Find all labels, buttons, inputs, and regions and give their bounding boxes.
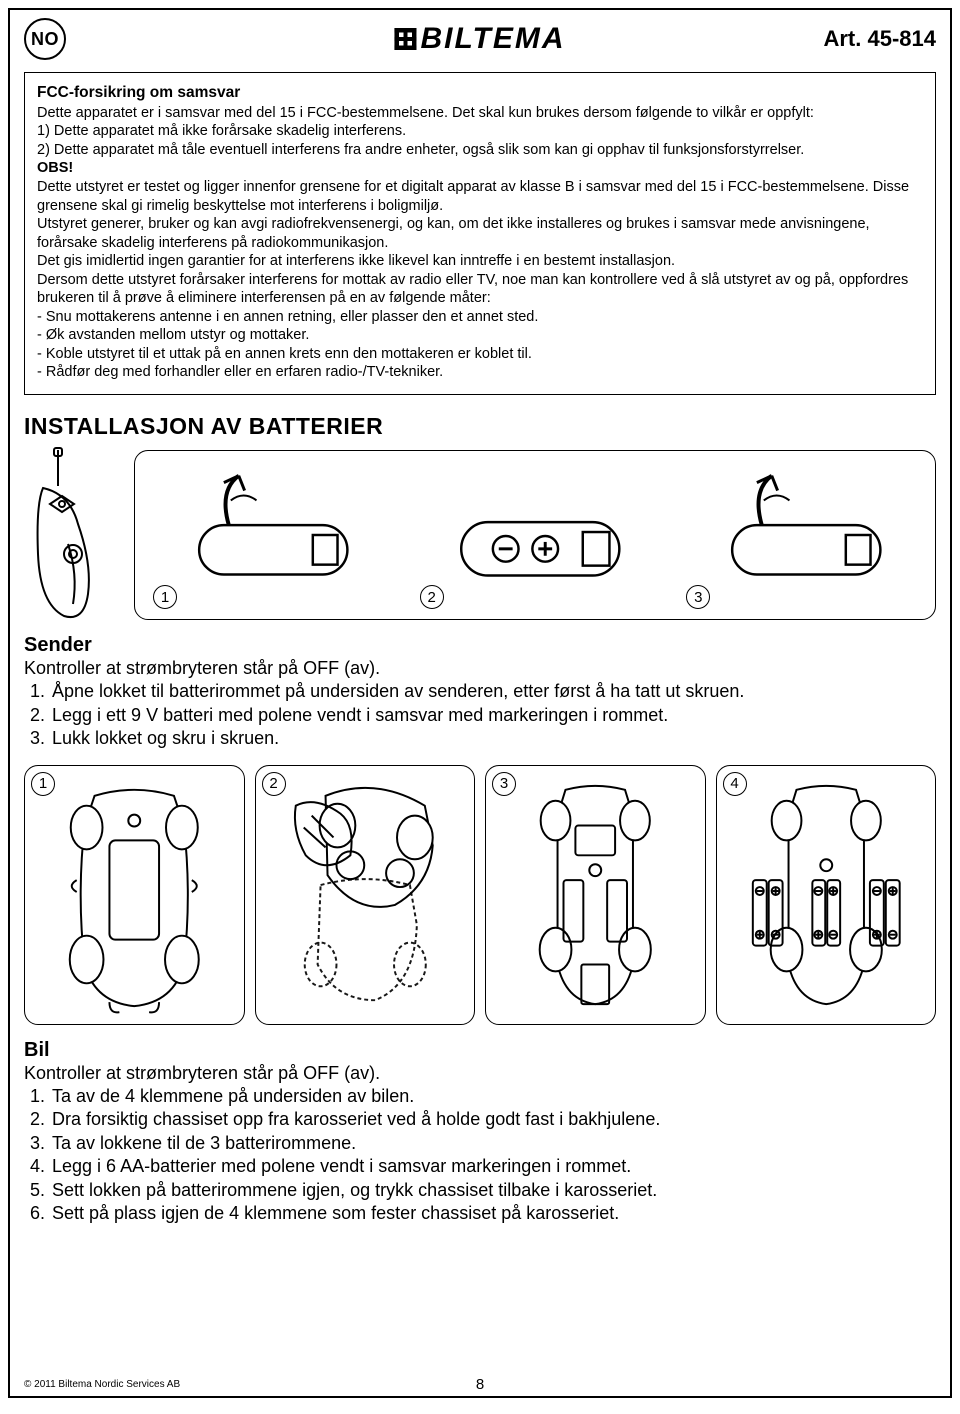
diagram-cell: 3 (485, 765, 706, 1025)
fcc-line: Dette utstyret er testet og ligger innen… (37, 178, 923, 215)
fcc-title: FCC-forsikring om samsvar (37, 83, 923, 103)
diagram-cell: 1 (24, 765, 245, 1025)
page-number: 8 (476, 1376, 484, 1393)
car-battery-lids-icon (486, 766, 705, 1024)
diagram-cell: 3 (668, 451, 935, 619)
fcc-bullet: - Rådfør deg med forhandler eller en erf… (37, 363, 923, 382)
list-item: Sett på plass igjen de 4 klemmene som fe… (50, 1202, 936, 1225)
fcc-line: 2) Dette apparatet må tåle eventuell int… (37, 141, 923, 160)
sender-intro: Kontroller at strømbryteren står på OFF … (24, 657, 936, 680)
page-footer: © 2011 Biltema Nordic Services AB 8 (24, 1379, 936, 1390)
car-underside-clips-icon (25, 766, 244, 1024)
step-number: 2 (269, 775, 277, 792)
step-number: 3 (694, 589, 702, 606)
diagram-cell: 1 (135, 451, 402, 619)
language-badge: NO (24, 18, 66, 60)
step-badge: 1 (153, 585, 177, 609)
fcc-bullet: - Koble utstyret til et uttak på en anne… (37, 345, 923, 364)
fcc-line: Utstyret generer, bruker og kan avgi rad… (37, 215, 923, 252)
fcc-line: Dette apparatet er i samsvar med del 15 … (37, 104, 923, 123)
fcc-obs: OBS! (37, 159, 923, 178)
bil-steps-list: Ta av de 4 klemmene på undersiden av bil… (24, 1085, 936, 1225)
diagram-cell: 2 (402, 451, 669, 619)
list-item: Legg i ett 9 V batteri med polene vendt … (50, 704, 936, 727)
fcc-compliance-box: FCC-forsikring om samsvar Dette apparate… (24, 72, 936, 395)
main-content: INSTALLASJON AV BATTERIER (10, 413, 950, 1225)
diagram-cell: 2 (255, 765, 476, 1025)
step-number: 2 (428, 589, 436, 606)
sender-heading: Sender (24, 634, 936, 657)
fcc-bullet: - Snu mottakerens antenne i en annen ret… (37, 308, 923, 327)
transmitter-diagram-row: 1 (134, 450, 936, 620)
brand-text: BILTEMA (420, 22, 565, 56)
list-item: Sett lokken på batterirommene igjen, og … (50, 1179, 936, 1202)
step-number: 1 (39, 775, 47, 792)
step-number: 1 (161, 589, 169, 606)
language-code: NO (31, 29, 59, 50)
fcc-line: Det gis imidlertid ingen garantier for a… (37, 252, 923, 271)
step-badge: 2 (262, 772, 286, 796)
bil-intro: Kontroller at strømbryteren står på OFF … (24, 1062, 936, 1085)
batteries-heading: INSTALLASJON AV BATTERIER (24, 413, 936, 440)
step-badge: 3 (492, 772, 516, 796)
bil-heading: Bil (24, 1039, 936, 1062)
checker-flag-icon (394, 28, 416, 50)
car-chassis-lift-icon (256, 766, 475, 1024)
copyright-text: © 2011 Biltema Nordic Services AB (24, 1379, 180, 1390)
page-header: NO BILTEMA Art. 45-814 (10, 10, 950, 66)
fcc-line: 1) Dette apparatet må ikke forårsake ska… (37, 122, 923, 141)
list-item: Åpne lokket til batterirommet på undersi… (50, 680, 936, 703)
fcc-bullet: - Øk avstanden mellom utstyr og mottaker… (37, 326, 923, 345)
step-badge: 1 (31, 772, 55, 796)
fcc-line: Dersom dette utstyret forårsaker interfe… (37, 271, 923, 308)
remote-control-icon (18, 444, 138, 634)
step-badge: 4 (723, 772, 747, 796)
step-number: 4 (730, 775, 738, 792)
list-item: Ta av de 4 klemmene på undersiden av bil… (50, 1085, 936, 1108)
step-badge: 2 (420, 585, 444, 609)
manual-page: NO BILTEMA Art. 45-814 FCC-forsikring om… (8, 8, 952, 1398)
list-item: Ta av lokkene til de 3 batterirommene. (50, 1132, 936, 1155)
step-number: 3 (500, 775, 508, 792)
list-item: Lukk lokket og skru i skruen. (50, 727, 936, 750)
car-diagram-row: 1 (24, 765, 936, 1025)
diagram-cell: 4 (716, 765, 937, 1025)
car-batteries-polarity-icon (717, 766, 936, 1024)
list-item: Legg i 6 AA-batterier med polene vendt i… (50, 1155, 936, 1178)
list-item: Dra forsiktig chassiset opp fra karosser… (50, 1108, 936, 1131)
sender-steps-list: Åpne lokket til batterirommet på undersi… (24, 680, 936, 750)
article-number: Art. 45-814 (823, 26, 936, 52)
brand-logo: BILTEMA (394, 22, 565, 56)
